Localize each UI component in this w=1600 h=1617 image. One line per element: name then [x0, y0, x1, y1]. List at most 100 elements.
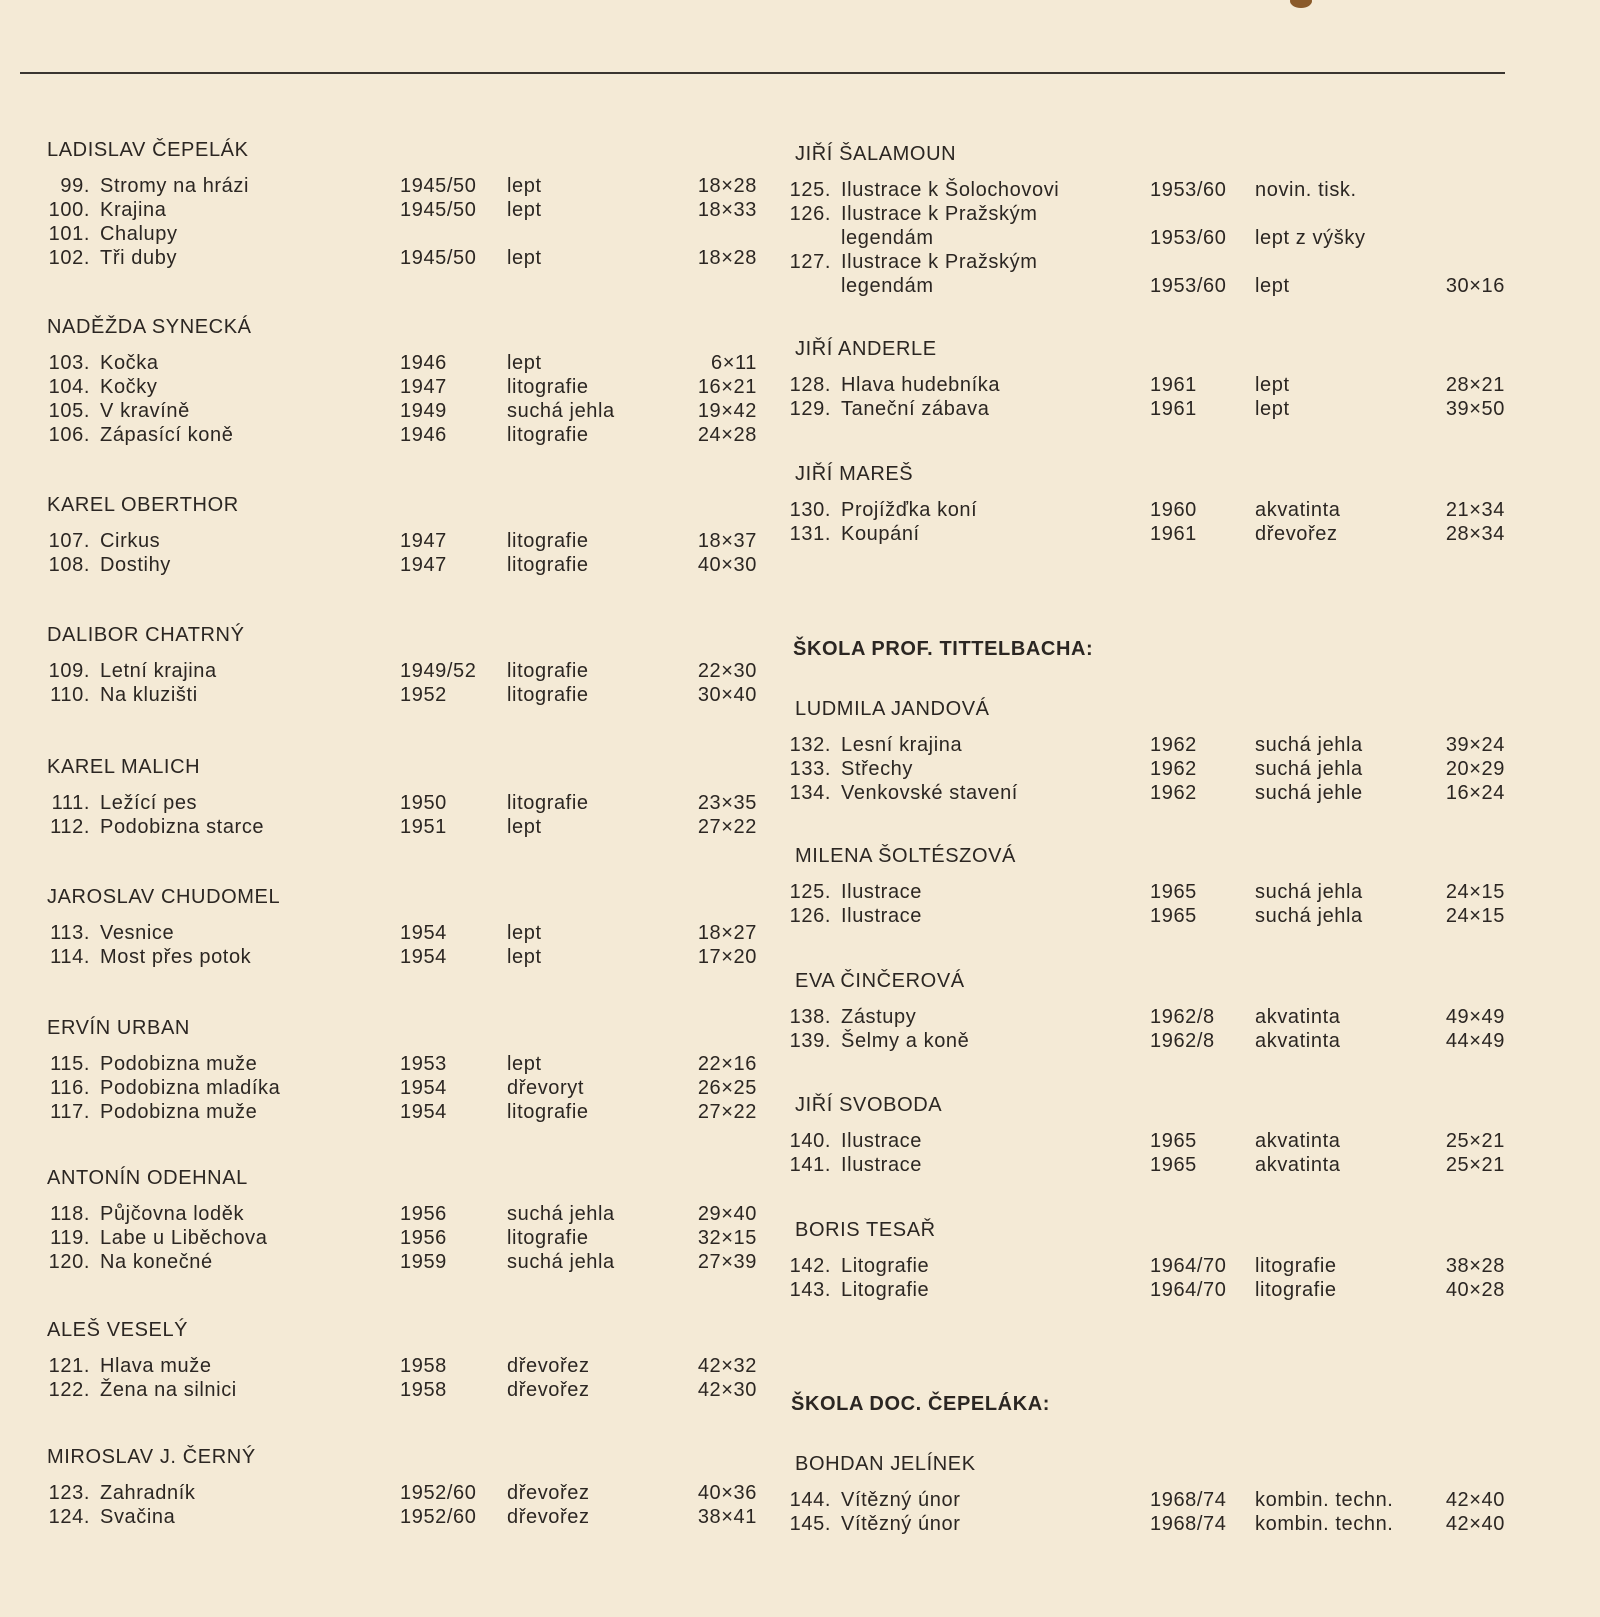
entry-size: 38×41: [697, 1506, 757, 1528]
entry-title-text: V kravíně: [100, 400, 190, 422]
entry-size: 16×24: [1445, 782, 1505, 804]
entry-size: 42×32: [697, 1355, 757, 1377]
entry-technique: dřevořez: [507, 1355, 590, 1377]
entry-title-text: Labe u Liběchova: [100, 1227, 268, 1249]
catalog-entry: 142. Litografie 1964/70 litografie 38×28: [790, 1254, 1505, 1278]
catalog-entry: 134. Venkovské stavení 1962 suchá jehle 16×2…: [790, 781, 1505, 805]
entry-title-continuation: legendám: [841, 275, 934, 297]
catalog-entry: 129. Taneční zábava 1961 lept 39×50: [790, 397, 1505, 421]
entry-technique: suchá jehla: [1255, 905, 1363, 927]
entry-number: 124.: [48, 1506, 90, 1528]
entry-technique: suchá jehla: [1255, 758, 1363, 780]
catalog-entry: 111. Ležící pes 1950 litografie 23×35: [47, 791, 757, 815]
entry-year: 1953/60: [1150, 275, 1227, 297]
entry-year: 1952/60: [400, 1506, 477, 1528]
catalog-entry: 106. Zápasící koně 1946 litografie 24×28: [47, 423, 757, 447]
artist-name: KAREL OBERTHOR: [47, 494, 239, 516]
entry-title-text: Kočky: [100, 376, 158, 398]
top-rule: [20, 72, 1505, 74]
artist-section: ANTONÍN ODEHNAL 118. Půjčovna loděk 1956 suc…: [47, 1166, 756, 1274]
entry-title: Na kluzišti: [100, 683, 198, 707]
entry-year: 1954: [400, 922, 447, 944]
entry-size: 22×16: [697, 1053, 757, 1075]
artist-name: JIŘÍ SVOBODA: [795, 1094, 943, 1116]
entry-number: 127.: [789, 251, 831, 273]
entry-size: 16×21: [697, 376, 757, 398]
entry-technique: litografie: [507, 376, 589, 398]
entry-year: 1961: [1150, 374, 1197, 396]
artist-section: EVA ČINČEROVÁ 138. Zástupy 1962/8 akvatinta 4…: [790, 969, 1505, 1053]
entry-number: 107.: [48, 530, 90, 552]
entry-size: 24×15: [1445, 881, 1505, 903]
entry-title-text: Ilustrace: [841, 1130, 922, 1152]
entry-number: 128.: [789, 374, 831, 396]
entry-title: Zahradník: [100, 1481, 195, 1505]
catalog-entry: 126. Ilustrace k Pražským legendám 1953/60 l…: [790, 202, 1365, 250]
artist-name: LADISLAV ČEPELÁK: [47, 139, 249, 161]
entry-year: 1946: [400, 424, 447, 446]
entry-title-text: Litografie: [841, 1255, 930, 1277]
entry-title: Vítězný únor: [841, 1488, 961, 1512]
entry-title-text: Cirkus: [100, 530, 161, 552]
entry-technique: litografie: [507, 554, 589, 576]
catalog-entry: 103. Kočka 1946 lept 6×11: [47, 351, 757, 375]
entry-title: Ležící pes: [100, 791, 197, 815]
entry-title: Chalupy: [100, 222, 178, 246]
entry-title: Na konečné: [100, 1250, 213, 1274]
artist-section: BORIS TESAŘ 142. Litografie 1964/70 litograf…: [790, 1218, 1505, 1302]
entry-size: 40×28: [1445, 1279, 1505, 1301]
entry-technique: lept: [507, 816, 542, 838]
entry-number: 120.: [48, 1251, 90, 1273]
entry-title-text: Ilustrace: [841, 1154, 922, 1176]
entry-technique: akvatinta: [1255, 1154, 1341, 1176]
entry-technique: litografie: [507, 660, 589, 682]
entry-size: 42×30: [697, 1379, 757, 1401]
entry-technique: dřevořez: [507, 1379, 590, 1401]
entry-technique: akvatinta: [1255, 1130, 1341, 1152]
entry-size: 32×15: [697, 1227, 757, 1249]
entry-title: Svačina: [100, 1505, 175, 1529]
entry-technique: kombin. techn.: [1255, 1489, 1394, 1511]
entry-title-text: Zástupy: [841, 1006, 917, 1028]
entry-size: 42×40: [1445, 1489, 1505, 1511]
entry-title-text: Tři duby: [100, 247, 178, 269]
entry-title-continuation: legendám: [841, 227, 934, 249]
catalog-entry: 122. Žena na silnici 1958 dřevořez 42×30: [47, 1378, 757, 1402]
entry-number: 114.: [50, 946, 90, 968]
entry-year: 1960: [1150, 499, 1197, 521]
entry-year: 1947: [400, 554, 447, 576]
artist-name: DALIBOR CHATRNÝ: [47, 624, 245, 646]
entry-size: 27×22: [697, 1101, 757, 1123]
entry-title: Most přes potok: [100, 945, 251, 969]
entry-size: 44×49: [1445, 1030, 1505, 1052]
entry-size: 28×34: [1445, 523, 1505, 545]
entry-title-text: Hlava muže: [100, 1355, 212, 1377]
catalog-entry: 140. Ilustrace 1965 akvatinta 25×21: [790, 1129, 1505, 1153]
entry-title: Taneční zábava: [841, 397, 990, 421]
entry-technique: lept z výšky: [1255, 227, 1366, 249]
entry-technique: akvatinta: [1255, 499, 1341, 521]
catalog-entry: 124. Svačina 1952/60 dřevořez 38×41: [47, 1505, 757, 1529]
catalog-entry: 121. Hlava muže 1958 dřevořez 42×32: [47, 1354, 757, 1378]
entry-technique: akvatinta: [1255, 1006, 1341, 1028]
catalog-entry: 101. Chalupy: [47, 222, 249, 246]
entry-technique: dřevořez: [1255, 523, 1338, 545]
entry-year: 1952: [400, 684, 447, 706]
artist-name: MILENA ŠOLTÉSZOVÁ: [795, 845, 1017, 867]
entry-title: Koupání: [841, 522, 920, 546]
entry-number: 109.: [48, 660, 90, 682]
entry-title-text: Vítězný únor: [841, 1489, 961, 1511]
entry-number: 104.: [48, 376, 90, 398]
entry-number: 143.: [789, 1279, 831, 1301]
ink-blot: [1290, 0, 1312, 8]
entry-title: Cirkus: [100, 529, 160, 553]
entry-number: 99.: [60, 175, 90, 197]
entry-number: 133.: [789, 758, 831, 780]
entry-year: 1962/8: [1150, 1030, 1215, 1052]
entry-title-text: Střechy: [841, 758, 914, 780]
artist-name: ANTONÍN ODEHNAL: [47, 1167, 248, 1189]
catalog-entry: 141. Ilustrace 1965 akvatinta 25×21: [790, 1153, 1505, 1177]
entry-number: 132.: [789, 734, 831, 756]
entry-technique: litografie: [507, 792, 589, 814]
entry-year: 1947: [400, 530, 447, 552]
